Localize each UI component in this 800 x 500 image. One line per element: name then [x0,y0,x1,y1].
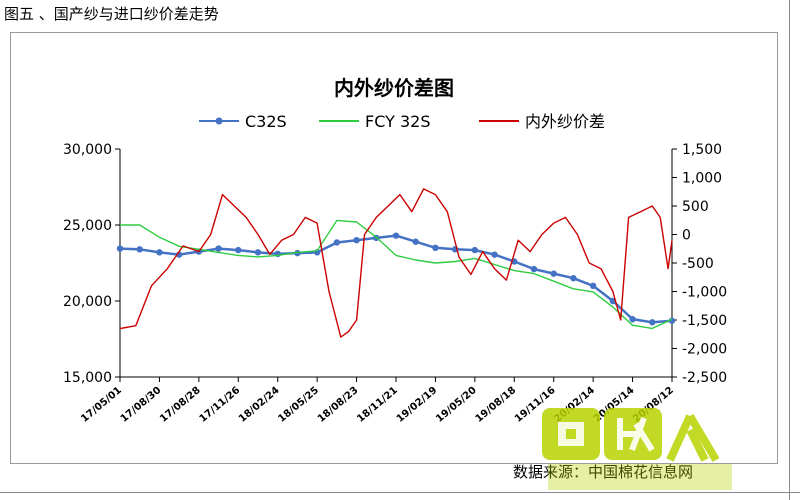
y-right-tick-label: 500 [682,199,709,215]
series-point-c32s [550,270,557,277]
x-tick-label: 17/05/01 [79,385,124,425]
y-right-tick-label: -1,500 [682,313,727,329]
series-point-c32s [156,249,163,256]
chart-panel: 内外纱价差图 C32S FCY 32S 内外纱价差 30,000 25,000 20,0… [10,32,778,464]
series-line-1 [120,219,673,330]
legend-label-0: C32S [245,112,287,131]
watermark-logo [542,408,732,490]
series-point-c32s [392,232,400,239]
y-left-tick-label: 25,000 [63,218,112,234]
x-tick-label: 17/08/30 [119,385,164,425]
chart-svg: 内外纱价差图 C32S FCY 32S 内外纱价差 30,000 25,000 20,0… [63,76,727,425]
frame-right-line [789,0,790,500]
x-tick-label: 18/05/25 [276,385,321,425]
x-tick-label: 18/02/24 [237,385,282,425]
series-point-c32s [530,265,538,273]
figure-caption: 图五 、国产纱与进口纱价差走势 [4,5,219,23]
data-source-note: 数据来源：中国棉花信息网 [513,463,694,481]
series-point-c32s [629,316,636,323]
y-right-tick-label: -2,500 [682,370,727,386]
series-point-c32s [570,275,577,282]
legend-label-2: 内外纱价差 [525,112,605,131]
series-point-c32s [235,246,242,254]
y-right-tick-label: -1,000 [682,285,727,301]
legend-label-1: FCY 32S [365,112,430,131]
series-point-c32s [471,246,479,254]
x-tick-label: 18/11/21 [355,385,400,425]
x-tick-label: 19/08/18 [474,385,519,425]
series-point-c32s [589,282,597,289]
x-tick-label: 19/02/19 [395,385,440,425]
y-left-tick-label: 20,000 [63,294,112,310]
y-right-tick-label: 0 [682,228,691,244]
series-point-c32s [333,239,341,246]
y-right-tick-label: 1,000 [682,171,722,187]
series-point-c32s [668,317,676,324]
series-point-c32s [432,244,439,251]
y-right-tick-label: -500 [682,256,714,272]
series-point-c32s [491,251,498,258]
y-left-tick-label: 15,000 [63,370,112,386]
chart-title: 内外纱价差图 [334,76,454,100]
series-point-c32s [353,237,360,244]
series-point-c32s [254,249,262,256]
series-point-c32s [116,245,124,252]
y-right-tick-label: -2,000 [682,342,727,358]
x-tick-label: 17/11/26 [198,385,243,425]
series-point-c32s [649,319,656,326]
y-right-tick-label: 1,500 [682,142,722,158]
series-point-c32s [136,246,143,253]
frame-bottom-line [0,492,800,493]
series-line-0 [119,234,673,324]
x-tick-label: 17/08/28 [158,385,203,425]
legend-marker-0 [215,117,223,125]
series-point-c32s [412,238,419,245]
series-point-c32s [294,249,301,257]
y-left-tick-label: 30,000 [63,142,112,158]
x-tick-label: 18/08/23 [316,385,361,425]
series-point-c32s [215,245,222,252]
x-tick-label: 19/05/20 [434,385,479,425]
series-line-2 [119,188,673,338]
